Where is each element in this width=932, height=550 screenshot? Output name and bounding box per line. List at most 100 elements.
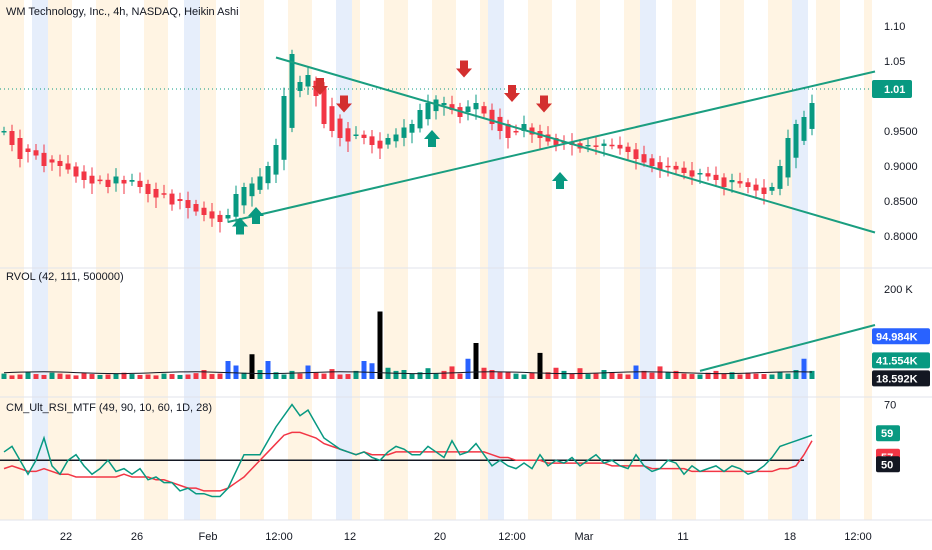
rvol-bar <box>250 354 255 379</box>
candle-body <box>650 158 655 166</box>
rvol-bar <box>786 374 791 379</box>
candle <box>218 211 223 233</box>
rvol-bar <box>194 373 199 379</box>
session-stripe <box>672 0 680 520</box>
candle-body <box>810 103 815 129</box>
rvol-bar <box>178 375 183 379</box>
session-stripe <box>40 0 48 520</box>
rvol-bar <box>2 374 7 379</box>
candle-body <box>442 103 447 105</box>
rvol-bar <box>338 375 343 380</box>
time-axis-tick: 20 <box>434 531 446 543</box>
rvol-bar <box>618 374 623 379</box>
candle <box>330 98 335 138</box>
time-axis-tick: 12:00 <box>498 531 526 543</box>
rvol-bar <box>330 369 335 379</box>
session-stripe <box>496 0 504 520</box>
session-stripe <box>104 0 112 520</box>
chart-title: WM Technology, Inc., 4h, NASDAQ, Heikin … <box>6 6 239 18</box>
candle-body <box>586 145 591 147</box>
rvol-bar <box>34 374 39 379</box>
candle-body <box>466 107 471 113</box>
rvol-bar <box>458 374 463 379</box>
buy-arrow-icon <box>552 172 568 189</box>
time-axis-tick: 18 <box>784 531 796 543</box>
rvol-bar <box>610 372 615 379</box>
candle-body <box>634 149 639 159</box>
session-stripe <box>736 0 744 520</box>
rvol-bar <box>82 373 87 379</box>
candle <box>130 174 135 186</box>
candle-body <box>482 106 487 113</box>
session-stripe <box>392 0 400 520</box>
candle <box>610 138 615 149</box>
candle <box>362 130 367 144</box>
candle-body <box>74 166 79 176</box>
candle-body <box>122 180 127 184</box>
session-stripe <box>728 0 736 520</box>
candle-body <box>226 215 231 218</box>
session-stripe <box>384 0 392 520</box>
candle-body <box>418 110 423 128</box>
candle-body <box>10 131 15 145</box>
candle-body <box>714 175 719 180</box>
session-stripe <box>816 0 824 520</box>
rvol-bar <box>722 374 727 379</box>
rvol-bar <box>690 374 695 379</box>
candle <box>418 104 423 133</box>
rvol-bar <box>530 373 535 379</box>
time-axis-tick: 11 <box>677 531 688 543</box>
rvol-bar <box>362 361 367 379</box>
price-axis-tick: 0.9000 <box>884 161 918 173</box>
candle <box>810 95 815 136</box>
candle-body <box>362 135 367 138</box>
rvol-bar <box>474 343 479 379</box>
candle-body <box>786 138 791 177</box>
candle <box>138 172 143 193</box>
candle-body <box>290 54 295 128</box>
rvol-bar <box>762 374 767 379</box>
candle-body <box>618 145 623 149</box>
candle-body <box>274 145 279 175</box>
session-stripe <box>480 0 488 520</box>
session-stripe <box>592 0 600 520</box>
session-stripe <box>680 0 688 520</box>
candle <box>74 162 79 183</box>
session-stripe <box>200 0 208 520</box>
candle <box>458 103 463 123</box>
rvol-bar <box>402 370 407 379</box>
rvol-bar <box>322 374 327 379</box>
session-stripe <box>832 0 840 520</box>
session-stripe <box>624 0 632 520</box>
candle-body <box>354 135 359 137</box>
candle-body <box>130 180 135 182</box>
candle-body <box>242 187 247 205</box>
session-stripe <box>160 0 168 520</box>
candle-body <box>18 138 23 159</box>
session-stripe <box>96 0 104 520</box>
candle <box>466 100 471 120</box>
rvol-bar <box>114 374 119 379</box>
session-stripe <box>184 0 192 520</box>
price-axis-tick: 1.10 <box>884 21 905 33</box>
session-stripe <box>32 0 40 520</box>
session-stripe <box>8 0 16 520</box>
candle <box>786 130 791 186</box>
candle-body <box>682 168 687 173</box>
candle-body <box>2 131 7 133</box>
rvol-legend: RVOL (42, 111, 500000) <box>6 271 124 283</box>
candle-body <box>378 141 383 149</box>
candle-body <box>410 124 415 133</box>
candle <box>82 165 87 188</box>
session-stripe <box>576 0 584 520</box>
rvol-bar <box>162 374 167 379</box>
candle-body <box>674 166 679 170</box>
session-stripe <box>800 0 808 520</box>
rvol-bar <box>290 371 295 379</box>
rvol-tag-label: 94.984K <box>876 331 918 343</box>
rvol-bar <box>626 375 631 380</box>
candle <box>554 134 559 152</box>
rvol-bar <box>186 375 191 380</box>
candle <box>90 167 95 194</box>
